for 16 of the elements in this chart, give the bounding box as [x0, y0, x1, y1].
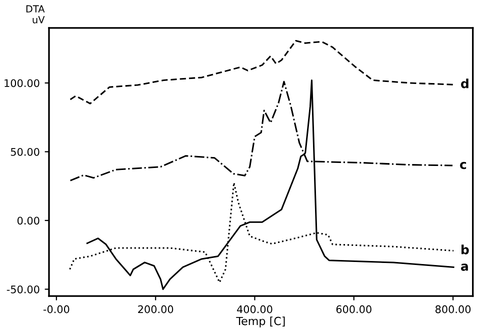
line-series — [70, 40, 454, 104]
x-tick-label: 200.00 — [138, 305, 174, 314]
x-tick-label: 400.00 — [237, 305, 272, 314]
y-tick-label: 0.00 — [17, 216, 40, 225]
series-label: a — [461, 264, 468, 271]
y-axis-title: DTA uV — [26, 5, 45, 24]
series-label: c — [460, 162, 466, 170]
y-tick-label: -50.00 — [6, 285, 40, 294]
series-label: d — [461, 78, 468, 88]
y-tick-label: 50.00 — [10, 148, 40, 156]
x-tick-label: 600.00 — [336, 305, 372, 314]
x-tick-label: 800.00 — [436, 305, 471, 314]
x-axis-title: Temp [C] — [236, 316, 285, 328]
y-tick-label: 100.00 — [4, 79, 40, 88]
x-tick-label: -0.00 — [43, 305, 70, 314]
series-label: b — [462, 244, 469, 254]
